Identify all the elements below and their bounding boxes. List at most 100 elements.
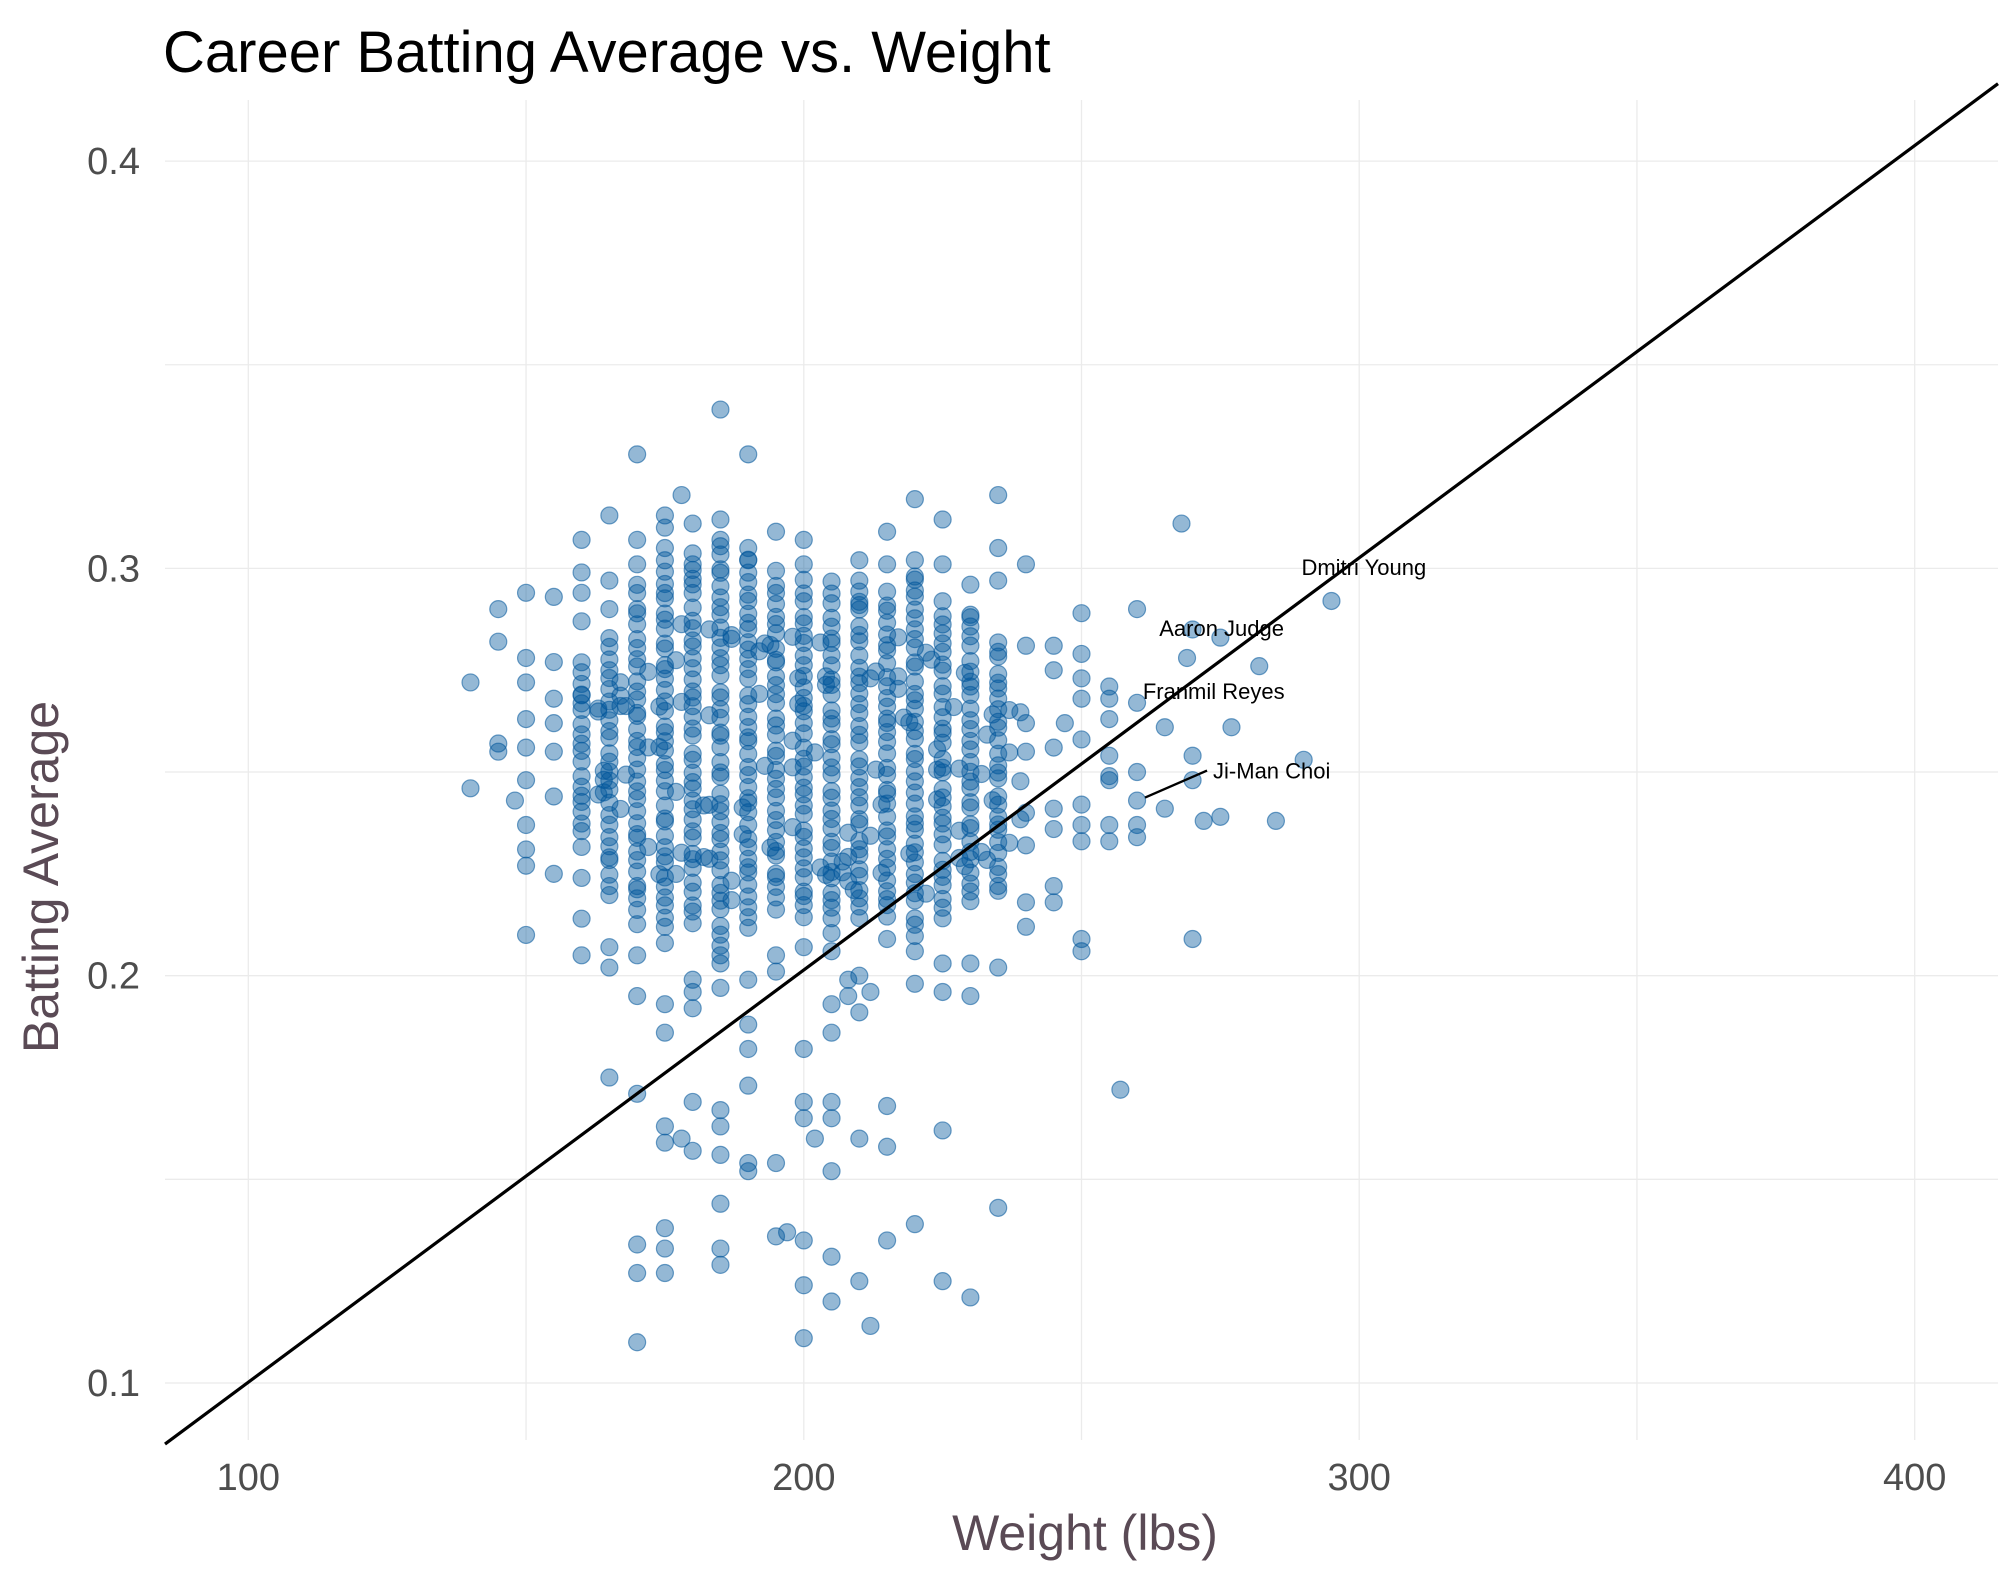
data-point	[655, 1219, 675, 1238]
data-point	[1294, 750, 1313, 769]
data-point	[850, 860, 869, 879]
data-point	[850, 966, 869, 985]
data-point	[711, 784, 730, 803]
data-point	[850, 810, 869, 829]
data-point	[850, 600, 869, 619]
data-point	[505, 791, 525, 810]
data-point	[766, 583, 786, 603]
data-point	[794, 696, 813, 715]
data-point	[1044, 893, 1063, 912]
data-point	[600, 661, 619, 680]
data-point	[794, 1039, 813, 1059]
annotation-label: Franmil Reyes	[1143, 679, 1285, 704]
data-point	[877, 929, 897, 949]
data-point	[1266, 811, 1286, 831]
data-point	[544, 714, 563, 733]
data-point	[905, 807, 924, 826]
data-point	[711, 537, 730, 556]
data-point	[683, 873, 702, 892]
data-point	[655, 771, 675, 790]
data-point	[739, 970, 758, 989]
data-point	[1211, 807, 1230, 826]
data-point	[1111, 1080, 1130, 1099]
data-point	[572, 725, 591, 744]
data-point	[572, 909, 591, 928]
data-point	[766, 561, 786, 580]
data-point	[722, 871, 741, 890]
data-point	[822, 1292, 841, 1311]
data-point	[766, 846, 786, 865]
data-point	[989, 731, 1008, 750]
data-point	[628, 946, 647, 965]
data-point	[877, 713, 897, 732]
data-point	[628, 915, 647, 934]
data-point	[794, 555, 813, 574]
data-point	[611, 696, 630, 716]
x-tick-label: 400	[1883, 1457, 1946, 1499]
data-point	[850, 1129, 869, 1148]
data-point	[794, 757, 813, 776]
data-point	[794, 1276, 813, 1295]
data-point	[655, 669, 675, 688]
data-point	[1100, 709, 1119, 729]
tick-labels: 100 200 300 400 0.1 0.2 0.3 0.4	[87, 141, 1946, 1499]
data-point	[516, 771, 536, 790]
data-point	[850, 716, 869, 736]
data-point	[1044, 636, 1063, 655]
data-point	[711, 598, 730, 617]
data-point	[683, 1092, 702, 1112]
data-point	[572, 563, 591, 582]
data-point	[961, 1288, 980, 1307]
data-point	[961, 863, 980, 882]
data-point	[655, 639, 675, 658]
data-point	[822, 670, 841, 689]
data-point	[1072, 604, 1091, 623]
data-point	[905, 600, 924, 619]
data-point	[933, 592, 952, 611]
data-point	[766, 946, 786, 965]
data-point	[1177, 648, 1197, 668]
data-point	[628, 1333, 647, 1352]
data-point	[766, 639, 786, 658]
data-point	[850, 881, 869, 900]
data-point	[1250, 657, 1269, 676]
data-point	[766, 746, 786, 766]
data-point	[778, 1223, 797, 1242]
data-point	[916, 884, 936, 903]
data-point	[933, 510, 952, 529]
data-point	[600, 692, 619, 711]
data-point	[628, 604, 647, 623]
data-point	[739, 728, 758, 747]
data-point	[655, 518, 675, 537]
data-point	[711, 510, 730, 529]
data-point	[1016, 555, 1036, 574]
data-point	[1011, 703, 1030, 722]
data-point	[961, 752, 980, 772]
data-point	[822, 594, 841, 613]
data-point	[739, 669, 758, 688]
data-point	[877, 882, 897, 901]
data-point	[600, 571, 619, 590]
data-point	[822, 715, 841, 734]
data-point	[711, 795, 730, 814]
data-point	[850, 1003, 869, 1022]
data-point	[877, 601, 897, 620]
data-point	[766, 888, 786, 907]
data-point	[794, 570, 813, 589]
data-point	[961, 778, 980, 797]
data-point	[711, 656, 730, 675]
data-point	[822, 909, 841, 928]
data-point	[544, 742, 563, 761]
data-point	[711, 763, 730, 782]
data-point	[805, 1129, 824, 1148]
data-point	[877, 1137, 897, 1156]
data-point	[961, 815, 980, 834]
data-point	[850, 674, 869, 693]
data-point	[972, 842, 991, 862]
x-tick-label: 300	[1328, 1457, 1391, 1499]
data-point	[1100, 767, 1119, 786]
data-point	[683, 828, 702, 847]
data-point	[794, 1092, 813, 1112]
data-point	[628, 445, 647, 464]
data-point	[850, 750, 869, 769]
